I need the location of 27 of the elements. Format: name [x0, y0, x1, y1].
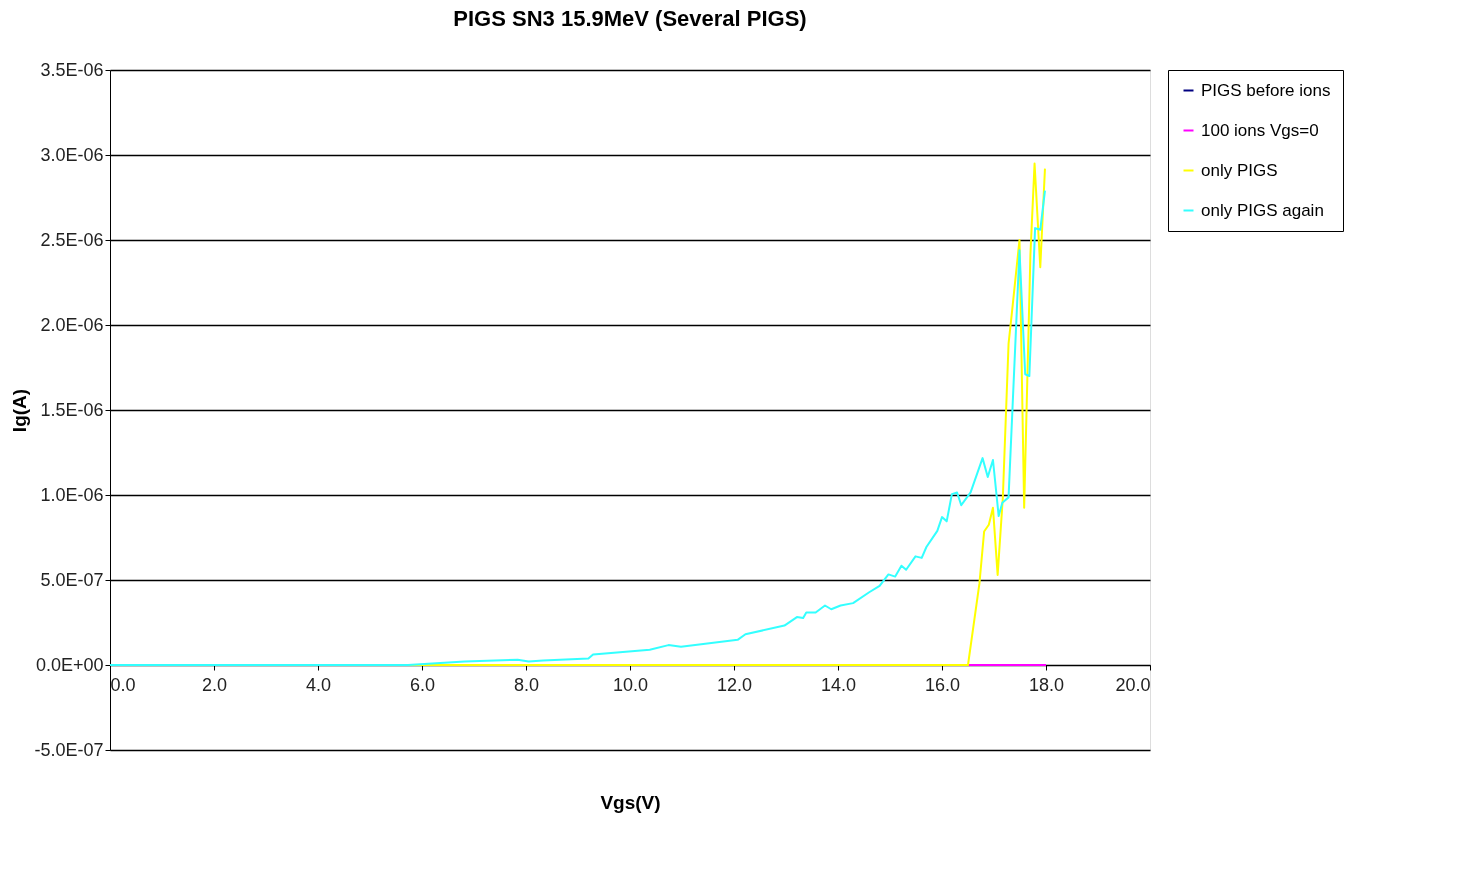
y-tick-label: -5.0E-07	[34, 739, 104, 760]
x-tick-label: 12.0	[716, 674, 753, 695]
x-tick-label: 14.0	[820, 674, 857, 695]
legend-label: PIGS before ions	[1201, 80, 1331, 100]
y-tick-label: 5.0E-07	[40, 569, 104, 590]
x-tick-label: 10.0	[612, 674, 649, 695]
legend-label: only PIGS	[1201, 160, 1278, 180]
legend-label: 100 ions Vgs=0	[1201, 120, 1319, 140]
y-tick-label: 3.5E-06	[40, 59, 104, 80]
x-tick-label: 6.0	[409, 674, 436, 695]
y-tick-label: 1.5E-06	[40, 399, 104, 420]
x-tick-label: 2.0	[201, 674, 228, 695]
y-tick-label: 2.5E-06	[40, 229, 104, 250]
y-tick-label: 1.0E-06	[40, 484, 104, 505]
x-tick-label: 18.0	[1028, 674, 1065, 695]
x-tick-label: 16.0	[924, 674, 961, 695]
x-tick-label: 4.0	[305, 674, 332, 695]
y-tick-label: 3.0E-06	[40, 144, 104, 165]
y-axis-title: Ig(A)	[9, 388, 31, 433]
legend-label: only PIGS again	[1201, 200, 1324, 220]
y-tick-label: 0.0E+00	[35, 654, 104, 675]
x-tick-label: 20.0	[1115, 674, 1151, 695]
x-axis-title: Vgs(V)	[600, 791, 661, 813]
chart-title: PIGS SN3 15.9MeV (Several PIGS)	[453, 6, 807, 31]
y-tick-label: 2.0E-06	[40, 314, 104, 335]
x-tick-label: 0.0	[110, 674, 136, 695]
x-tick-label: 8.0	[513, 674, 540, 695]
